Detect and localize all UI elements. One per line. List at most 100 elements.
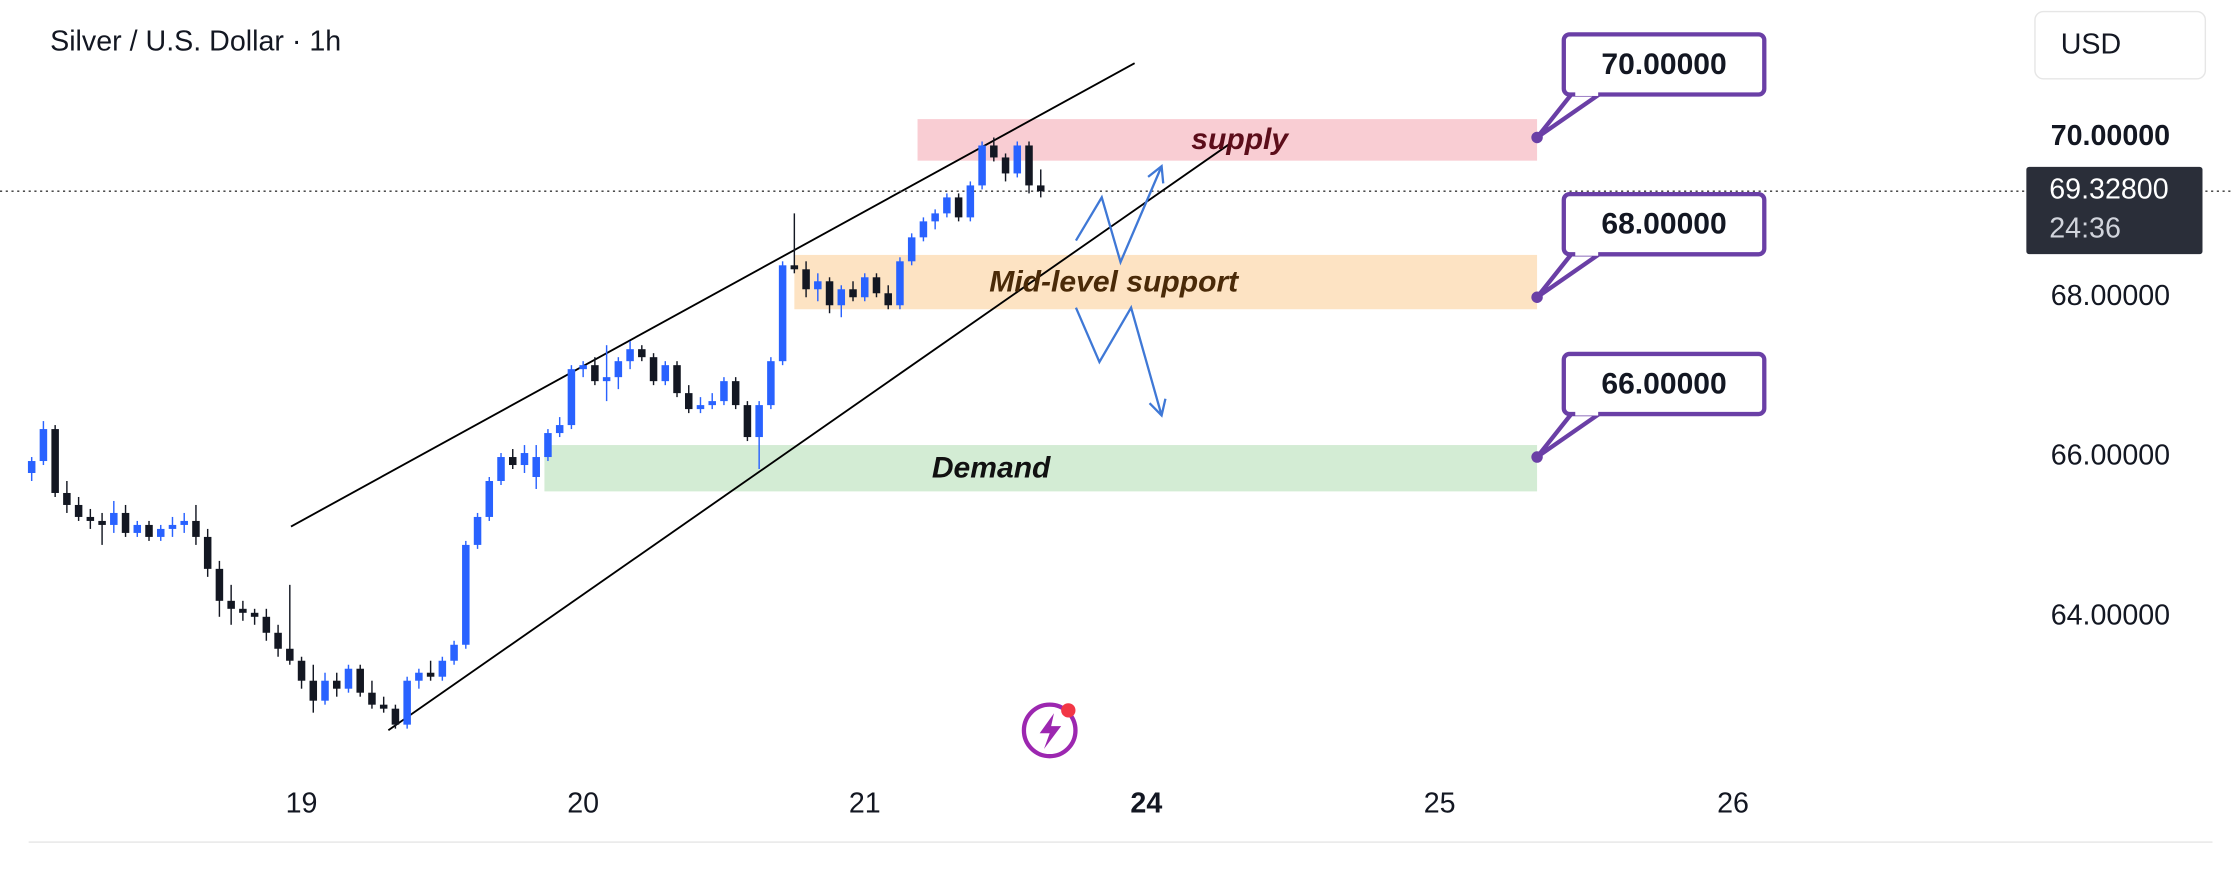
candle-body (462, 544, 470, 645)
candle-body (286, 648, 294, 661)
candle-body (825, 281, 834, 306)
callout-box (1561, 351, 1767, 417)
candle-body (473, 516, 482, 545)
y-tick-label: 66.00000 (2051, 440, 2170, 472)
zone-label: supply (1191, 123, 1289, 156)
x-tick-label: 19 (286, 787, 318, 819)
candle-body (790, 265, 799, 270)
candle-body (814, 281, 822, 290)
candle-body (391, 708, 400, 725)
icon-bolt[interactable] (1039, 713, 1062, 750)
candle-body (344, 668, 353, 689)
candle-body (121, 512, 130, 533)
candle-body (297, 660, 306, 681)
candle-body (966, 185, 975, 218)
chart-title: Silver / U.S. Dollar · 1h (50, 26, 341, 58)
candle-body (1001, 157, 1010, 174)
currency-button[interactable] (2034, 10, 2207, 80)
candle-body (403, 680, 411, 725)
candle-body (86, 516, 95, 521)
callout-label: 70.00000 (1601, 48, 1726, 81)
candle-body (368, 692, 376, 705)
candle-body (661, 365, 670, 382)
currency-label[interactable]: USD (2061, 28, 2121, 60)
x-tick-label: 24 (1130, 787, 1162, 819)
candle-body (954, 197, 963, 218)
candle-body (602, 377, 611, 382)
icon-ring[interactable] (1021, 702, 1078, 759)
candle-body (426, 672, 435, 677)
candle-body (919, 221, 928, 238)
zone (544, 445, 1538, 492)
candle-body (156, 528, 165, 537)
zone-label: Demand (932, 452, 1051, 485)
y-tick-label: 70.00000 (2051, 120, 2170, 152)
projection-arrowhead (1148, 398, 1167, 418)
candle-body (39, 429, 48, 462)
lightning-icon[interactable] (1021, 702, 1078, 759)
candle-body (626, 349, 634, 362)
candle-body (227, 600, 235, 609)
candle-body (450, 644, 458, 661)
candle-body (98, 520, 106, 525)
candle-body (907, 237, 916, 262)
candle-body (520, 453, 529, 466)
candle-body (990, 145, 998, 158)
callout-gap (1575, 409, 1599, 416)
callout-gap (1575, 249, 1599, 256)
candle-body (896, 261, 904, 306)
candle-body (239, 608, 247, 613)
callout-label: 66.00000 (1601, 367, 1726, 400)
candle-body (708, 401, 716, 406)
candle-body (555, 425, 564, 434)
projection-path (1074, 304, 1163, 416)
candle-body (860, 277, 869, 298)
candle-body (415, 672, 423, 681)
candle-body (614, 361, 623, 378)
candle-body (110, 512, 118, 525)
candle-body (74, 504, 83, 517)
candle-body (51, 429, 59, 493)
candle-body (778, 265, 787, 362)
callout-label: 68.00000 (1601, 208, 1726, 241)
candle-body (931, 213, 939, 222)
x-tick-label: 25 (1424, 787, 1456, 819)
candle-body (638, 349, 646, 358)
last-price-box (2026, 166, 2203, 255)
candle-body (731, 381, 740, 406)
candle-body (1036, 185, 1045, 192)
candle-body (145, 524, 153, 537)
candle-body (579, 365, 587, 370)
candle-body (203, 536, 212, 569)
candle-body (508, 457, 517, 466)
candle-body (438, 660, 447, 677)
x-tick-label: 20 (567, 787, 599, 819)
callout-box (1561, 192, 1767, 257)
callout-anchor (1531, 291, 1543, 303)
callout-anchor (1531, 131, 1543, 144)
candle-body (168, 524, 177, 529)
candle-body (332, 680, 341, 689)
candle-body (849, 289, 857, 298)
projection-arrowhead (1147, 164, 1165, 184)
candle-body (684, 393, 693, 410)
callout-anchor (1531, 451, 1543, 463)
candle-body (872, 277, 881, 294)
candle-body (767, 361, 775, 406)
y-tick-label: 68.00000 (2051, 280, 2170, 312)
icon-dot[interactable] (1061, 703, 1076, 718)
candle-body (532, 457, 540, 478)
candle-body (27, 461, 36, 474)
candle-body (274, 632, 282, 649)
countdown-label: 24:36 (2049, 212, 2121, 244)
candle-body (63, 492, 71, 505)
candle-body (743, 405, 752, 438)
candle-body (567, 369, 576, 426)
candle-body (802, 269, 810, 290)
candle-body (215, 568, 224, 601)
zone-label: Mid-level support (989, 265, 1240, 298)
candle-body (544, 433, 552, 458)
candle-body (379, 704, 388, 709)
callout-box (1561, 32, 1767, 97)
